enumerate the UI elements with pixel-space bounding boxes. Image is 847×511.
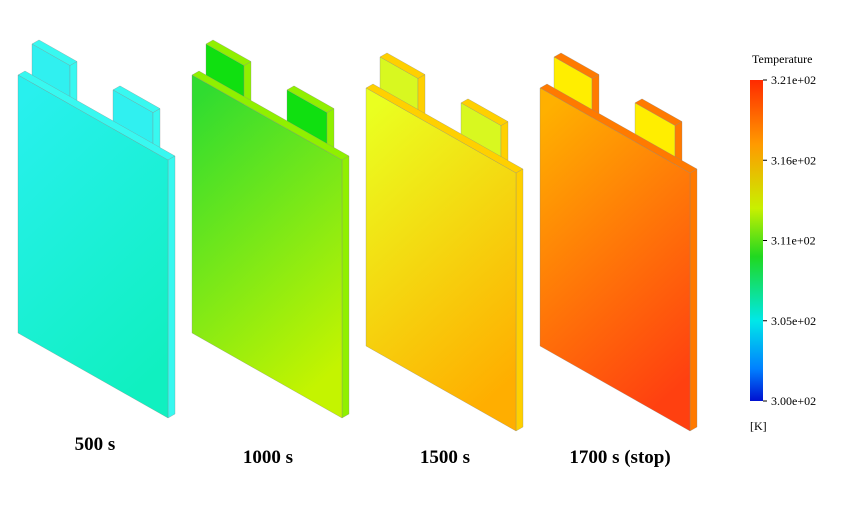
tab-top xyxy=(553,52,600,79)
plate-side xyxy=(515,168,524,432)
colorbar-ticks: 3.21e+02 3.16e+02 3.11e+02 3.05e+02 3.00e+02 xyxy=(763,73,816,408)
colorbar-title: Temperature xyxy=(752,52,812,66)
panels: 500 s 1000 s 1500 s 1700 s (stop) xyxy=(17,39,698,468)
panel-label: 500 s xyxy=(75,434,116,455)
colorbar: Temperature 3.21e+02 3.16e+02 3.11e+02 3.05… xyxy=(750,52,816,433)
panel-label: 1500 s xyxy=(420,447,470,468)
panel-label: 1000 s xyxy=(243,447,293,468)
plate-front xyxy=(539,87,691,432)
colorbar-tick-label: 3.16e+02 xyxy=(771,153,816,167)
colorbar-unit: [K] xyxy=(750,419,767,433)
plate-side xyxy=(689,168,698,432)
colorbar-tick-label: 3.11e+02 xyxy=(771,234,816,248)
tab-top xyxy=(205,39,252,66)
colorbar-tick-label: 3.21e+02 xyxy=(771,73,816,87)
tab-top xyxy=(286,85,335,113)
battery-panel: 1700 s (stop) xyxy=(539,52,698,468)
colorbar-tick-label: 3.05e+02 xyxy=(771,314,816,328)
tab-top xyxy=(460,98,509,126)
tab-top xyxy=(112,85,161,113)
plate-front xyxy=(365,87,517,432)
colorbar-tick-label: 3.00e+02 xyxy=(771,394,816,408)
battery-panel: 1500 s xyxy=(365,52,524,468)
tab-top xyxy=(634,98,683,126)
plate-front xyxy=(17,74,169,419)
battery-panel: 500 s xyxy=(17,39,176,455)
plate-side xyxy=(167,155,176,419)
plate-side xyxy=(341,155,350,419)
battery-panel: 1000 s xyxy=(191,39,350,468)
colorbar-scale xyxy=(750,80,763,401)
panel-label: 1700 s (stop) xyxy=(569,447,670,468)
tab-top xyxy=(379,52,426,79)
tab-top xyxy=(31,39,78,66)
plate-front xyxy=(191,74,343,419)
